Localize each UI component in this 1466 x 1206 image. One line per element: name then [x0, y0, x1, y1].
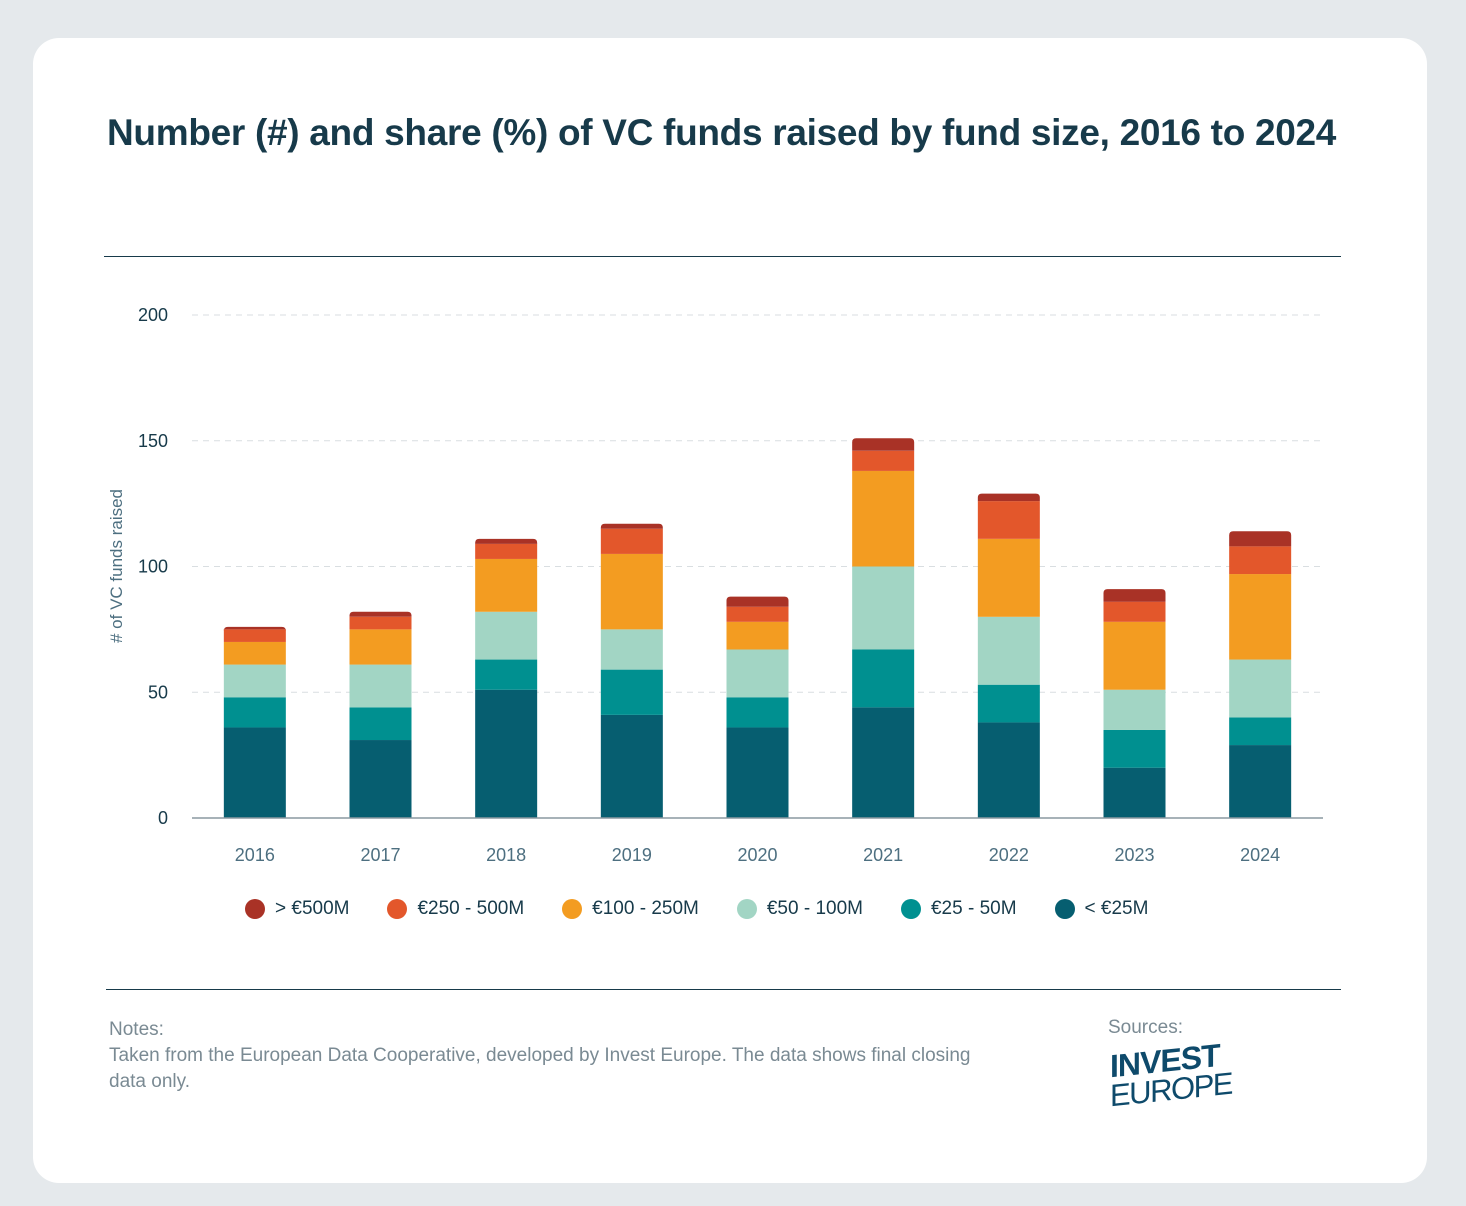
bar-segment [475, 543, 538, 559]
legend: > €500M €250 - 500M €100 - 250M €50 - 100M €… [245, 898, 1148, 920]
notes-text: Taken from the European Data Cooperative… [109, 1045, 971, 1092]
x-tick-label: 2023 [1114, 845, 1154, 865]
y-axis-label: # of VC funds raised [107, 489, 126, 643]
bar-segment [1229, 574, 1292, 660]
bar-segment [600, 629, 663, 670]
legend-swatch [736, 899, 757, 919]
bar-segment [600, 528, 663, 554]
bar-segment [600, 553, 663, 630]
x-tick-label: 2021 [863, 845, 903, 865]
notes: Notes: Taken from the European Data Coop… [109, 1017, 1009, 1095]
legend-item: €50 - 100M [736, 898, 863, 920]
bar-segment [475, 659, 538, 690]
bar-segment [726, 697, 789, 728]
bar-segment [1103, 689, 1166, 730]
legend-item: €250 - 500M [387, 898, 524, 920]
bar-segment [600, 523, 663, 529]
bar-segment [223, 697, 286, 728]
bar-segment [852, 649, 915, 708]
bar-segment [349, 707, 412, 741]
legend-swatch [562, 899, 583, 919]
bar-segment [475, 689, 538, 818]
bar-segment [977, 616, 1040, 685]
bar-segment [1229, 717, 1292, 746]
bar-segment [726, 649, 789, 698]
x-tick-label: 2019 [612, 845, 652, 865]
legend-label: €25 - 50M [930, 898, 1017, 919]
bar-segment [1103, 729, 1166, 768]
legend-label: €250 - 500M [417, 898, 525, 919]
bar-segment [852, 707, 915, 818]
bar-segment [1229, 546, 1292, 575]
bar-segment [977, 684, 1040, 723]
bar-segment [1229, 659, 1292, 718]
legend-label: €50 - 100M [766, 898, 863, 919]
bar-segment [349, 664, 412, 708]
bar-segment [977, 501, 1040, 539]
bar-segment [475, 611, 538, 660]
bar-segment [852, 450, 915, 471]
sources-label: Sources: [1108, 1017, 1183, 1038]
bar-segment [223, 629, 286, 642]
legend-item: €100 - 250M [562, 898, 699, 920]
y-tick-label: 100 [138, 557, 168, 577]
bar-segment [1103, 767, 1166, 818]
legend-item: > €500M [245, 898, 349, 920]
bar-segment [726, 621, 789, 650]
bar-segment [977, 493, 1040, 502]
bar-segment [349, 740, 412, 818]
y-tick-label: 150 [138, 431, 168, 451]
bar-segment [600, 669, 663, 715]
legend-item: €25 - 50M [900, 898, 1017, 920]
bar-segment [1103, 601, 1166, 622]
y-tick-label: 0 [158, 808, 168, 828]
bar-segment [475, 558, 538, 612]
y-tick-label: 50 [148, 682, 168, 702]
bar-segment [726, 727, 789, 818]
legend-label: < €25M [1084, 898, 1149, 919]
bar-segment [977, 722, 1040, 818]
legend-item: < €25M [1054, 898, 1149, 920]
bar-segment [349, 611, 412, 617]
legend-swatch [900, 899, 921, 919]
invest-europe-logo: INVEST EUROPE [1110, 1037, 1232, 1114]
bar-segment [223, 626, 286, 631]
bar-segment [349, 616, 412, 630]
legend-swatch [1054, 899, 1075, 919]
bar-segment [349, 629, 412, 665]
bar-segment [223, 727, 286, 818]
x-tick-label: 2017 [360, 845, 400, 865]
bar-segment [852, 566, 915, 650]
bar-segment [852, 438, 915, 451]
x-tick-label: 2022 [989, 845, 1029, 865]
top-divider [104, 256, 1341, 257]
bar-segment [1229, 531, 1292, 547]
legend-label: €100 - 250M [592, 898, 699, 919]
bar-segment [726, 606, 789, 622]
legend-swatch [245, 899, 265, 919]
bar-segment [726, 596, 789, 607]
legend-swatch [387, 899, 408, 919]
y-tick-label: 200 [138, 305, 168, 325]
bar-segment [600, 714, 663, 818]
x-tick-label: 2024 [1240, 845, 1280, 865]
x-tick-label: 2020 [737, 845, 777, 865]
x-tick-label: 2016 [235, 845, 275, 865]
bar-segment [852, 470, 915, 567]
x-tick-label: 2018 [486, 845, 526, 865]
bar-segment [1103, 589, 1166, 602]
bar-segment [977, 538, 1040, 617]
bottom-divider [106, 989, 1341, 990]
legend-label: > €500M [275, 898, 350, 919]
bar-segment [1103, 621, 1166, 690]
chart-title: Number (#) and share (%) of VC funds rai… [107, 112, 1337, 153]
bar-segment [223, 664, 286, 698]
bar-segment [1229, 745, 1292, 818]
bar-segment [223, 641, 286, 665]
notes-label: Notes: [109, 1019, 164, 1040]
bar-segment [475, 538, 538, 544]
